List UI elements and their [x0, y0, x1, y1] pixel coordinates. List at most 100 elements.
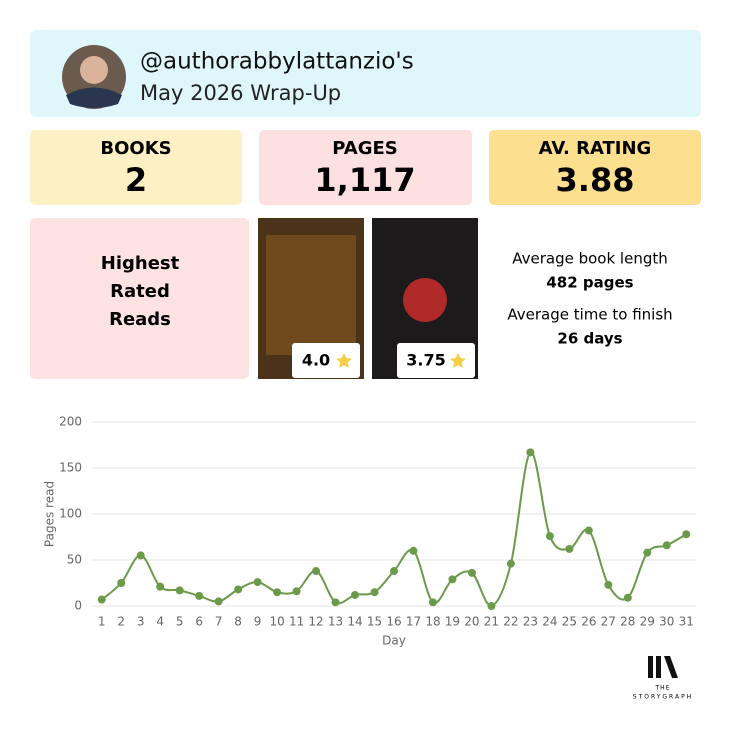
- point: [117, 579, 126, 587]
- x-tick-label: 7: [215, 615, 223, 629]
- x-tick-label: 17: [406, 615, 421, 629]
- x-tick-label: 13: [328, 615, 343, 629]
- point: [487, 602, 496, 610]
- header-card: [30, 30, 701, 117]
- point: [565, 544, 574, 553]
- y-tick-label: 0: [74, 599, 82, 613]
- highest-rated-box: Highest Rated Reads: [100, 253, 180, 330]
- point: [331, 598, 340, 607]
- stat-card: [259, 130, 472, 205]
- x-tick-label: 9: [254, 615, 262, 629]
- y-tick-label: 50: [67, 553, 82, 567]
- point: [584, 526, 593, 535]
- x-tick-label: 23: [523, 615, 538, 629]
- x-tick-label: 18: [425, 615, 440, 629]
- point: [156, 582, 165, 591]
- point: [312, 567, 321, 576]
- rating-badge: [292, 343, 360, 378]
- point: [682, 530, 691, 539]
- x-tick-label: 21: [484, 615, 499, 629]
- average-value: 482 pages: [546, 274, 633, 292]
- stat-label: AV. RATING: [539, 138, 652, 159]
- point: [195, 591, 204, 600]
- x-tick-label: 31: [679, 615, 694, 629]
- average-value: 26 days: [557, 330, 622, 348]
- highest-rated-card: [30, 218, 249, 379]
- point: [97, 595, 106, 604]
- stat-value: 1,117: [314, 161, 415, 199]
- username: @authorabbylattanzio's: [140, 49, 414, 75]
- x-tick-label: 28: [620, 615, 635, 629]
- point: [506, 559, 515, 568]
- point: [214, 597, 223, 606]
- point: [467, 568, 476, 577]
- y-tick-label: 100: [59, 507, 82, 521]
- point: [136, 551, 145, 560]
- x-tick-label: 12: [308, 615, 323, 629]
- point: [643, 548, 652, 557]
- x-tick-label: 26: [581, 615, 596, 629]
- point: [390, 567, 398, 576]
- x-tick-label: 1: [98, 615, 106, 629]
- rating-badge: [397, 343, 475, 378]
- x-tick-label: 27: [601, 615, 616, 629]
- stat-label: PAGES: [332, 138, 398, 159]
- logo-bar: [656, 656, 661, 678]
- point: [623, 593, 632, 602]
- x-tick-label: 15: [367, 615, 382, 629]
- point: [604, 580, 613, 589]
- point: [234, 585, 243, 594]
- x-tick-label: 19: [445, 615, 460, 629]
- stat-label: BOOKS: [100, 138, 171, 159]
- logo-bar: [648, 656, 653, 678]
- x-tick-label: 14: [347, 615, 362, 629]
- x-tick-label: 3: [137, 615, 145, 629]
- x-tick-label: 20: [464, 615, 479, 629]
- x-tick-label: 25: [562, 615, 577, 629]
- x-tick-label: 22: [503, 615, 518, 629]
- point: [448, 575, 457, 584]
- point: [292, 587, 301, 596]
- point: [370, 588, 379, 597]
- x-tick-label: 16: [386, 615, 401, 629]
- star-icon: [450, 353, 466, 368]
- avatar-face: [80, 56, 108, 84]
- point: [526, 448, 535, 457]
- x-tick-label: 4: [156, 615, 164, 629]
- logo-text: THE: [655, 685, 671, 692]
- star-icon: [336, 353, 352, 368]
- point: [253, 578, 262, 587]
- y-axis-label: Pages read: [43, 481, 57, 547]
- x-tick-label: 6: [195, 615, 203, 629]
- y-tick-label: 150: [59, 461, 82, 475]
- cover-pattern: [266, 235, 356, 355]
- stat-value: 2: [125, 161, 147, 199]
- logo: THE STORYGRAPH: [633, 656, 693, 701]
- point: [428, 598, 437, 607]
- stat-card: [489, 130, 701, 205]
- highest-rated-title: Highest Rated Reads: [100, 253, 180, 330]
- average-label: Average time to finish: [507, 306, 672, 324]
- rating: 3.75: [406, 351, 445, 370]
- logo-bar: [664, 656, 678, 678]
- point: [409, 546, 418, 555]
- point: [273, 588, 282, 597]
- x-tick-label: 30: [659, 615, 674, 629]
- average-label: Average book length: [512, 250, 668, 268]
- stat-value: 3.88: [556, 161, 635, 199]
- point: [662, 541, 671, 550]
- x-tick-label: 24: [542, 615, 557, 629]
- y-tick-label: 200: [59, 415, 82, 429]
- avatar-body: [66, 87, 122, 108]
- x-tick-label: 11: [289, 615, 304, 629]
- x-tick-label: 5: [176, 615, 184, 629]
- point: [351, 590, 360, 599]
- logo-text: STORYGRAPH: [633, 694, 693, 701]
- point: [545, 532, 554, 541]
- x-tick-label: 29: [640, 615, 655, 629]
- x-tick-label: 2: [117, 615, 125, 629]
- rating: 4.0: [302, 351, 330, 370]
- subtitle: May 2026 Wrap-Up: [140, 81, 341, 105]
